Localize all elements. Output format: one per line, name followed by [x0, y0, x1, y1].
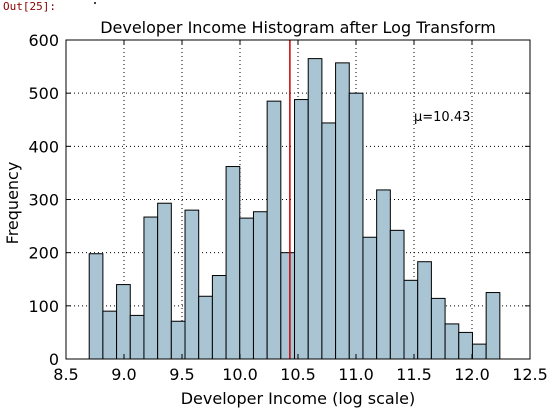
histogram-bar: [157, 202, 172, 360]
y-tick-label: 400: [28, 137, 59, 156]
histogram-bar: [225, 166, 241, 360]
histogram-bar: [170, 320, 186, 360]
x-tick-label: 9.0: [111, 365, 136, 384]
histogram-bar: [143, 216, 159, 360]
x-axis-label: Developer Income (log scale): [181, 389, 416, 408]
y-tick-label: 500: [28, 84, 59, 103]
histogram-bar: [102, 310, 118, 360]
output-prompt: Out[25]:: [3, 0, 56, 13]
mean-annotation: μ=10.43: [414, 110, 470, 125]
histogram-bar: [307, 58, 323, 360]
y-axis-label: Frequency: [3, 162, 22, 245]
y-tick-label: 100: [28, 297, 59, 316]
y-tick-label: 300: [28, 191, 59, 210]
histogram-bar: [198, 295, 213, 360]
x-tick-label: 11.0: [338, 365, 374, 384]
x-tick-label: 8.5: [53, 365, 78, 384]
histogram-bar: [280, 252, 296, 360]
histogram-bar: [252, 211, 268, 360]
histogram-bar: [485, 292, 501, 360]
histogram-bar: [184, 209, 200, 360]
y-axis-ticks: 0 100 200 300 400 500 600: [28, 31, 530, 369]
chart-title: Developer Income Histogram after Log Tra…: [100, 18, 496, 37]
histogram-bar: [403, 279, 419, 360]
histogram-bar: [362, 236, 378, 360]
histogram-bar: [376, 189, 391, 360]
histogram-bar: [294, 99, 309, 360]
histogram-bar: [211, 275, 227, 360]
x-tick-label: 11.5: [396, 365, 432, 384]
x-tick-label: 10.5: [280, 365, 316, 384]
y-tick-label: 600: [28, 31, 59, 50]
histogram-bar: [444, 323, 460, 360]
x-tick-label: 10.0: [222, 365, 258, 384]
x-tick-label: 12.5: [512, 365, 548, 384]
histogram-bar: [417, 261, 432, 360]
histogram-bar: [129, 314, 145, 360]
histogram-bar: [239, 217, 254, 360]
y-tick-label: 0: [49, 350, 59, 369]
histogram-bar: [389, 229, 405, 360]
histogram-bar: [88, 253, 104, 360]
histogram-bar: [348, 92, 364, 360]
stray-dot: [94, 2, 96, 4]
x-axis-ticks: 8.5 9.0 9.5 10.0 10.5 11.0 11.5 12.0 12.5: [53, 40, 548, 384]
histogram-bar: [116, 284, 131, 360]
y-tick-label: 200: [28, 244, 59, 263]
histogram-bar: [266, 100, 282, 360]
histogram-bar: [430, 297, 446, 360]
histogram-bars: [88, 58, 501, 360]
histogram-bar: [471, 343, 487, 360]
x-tick-label: 9.5: [169, 365, 194, 384]
histogram-bar: [458, 331, 473, 360]
x-tick-label: 12.0: [454, 365, 490, 384]
histogram-bar: [321, 122, 337, 360]
histogram-bar: [335, 62, 350, 360]
